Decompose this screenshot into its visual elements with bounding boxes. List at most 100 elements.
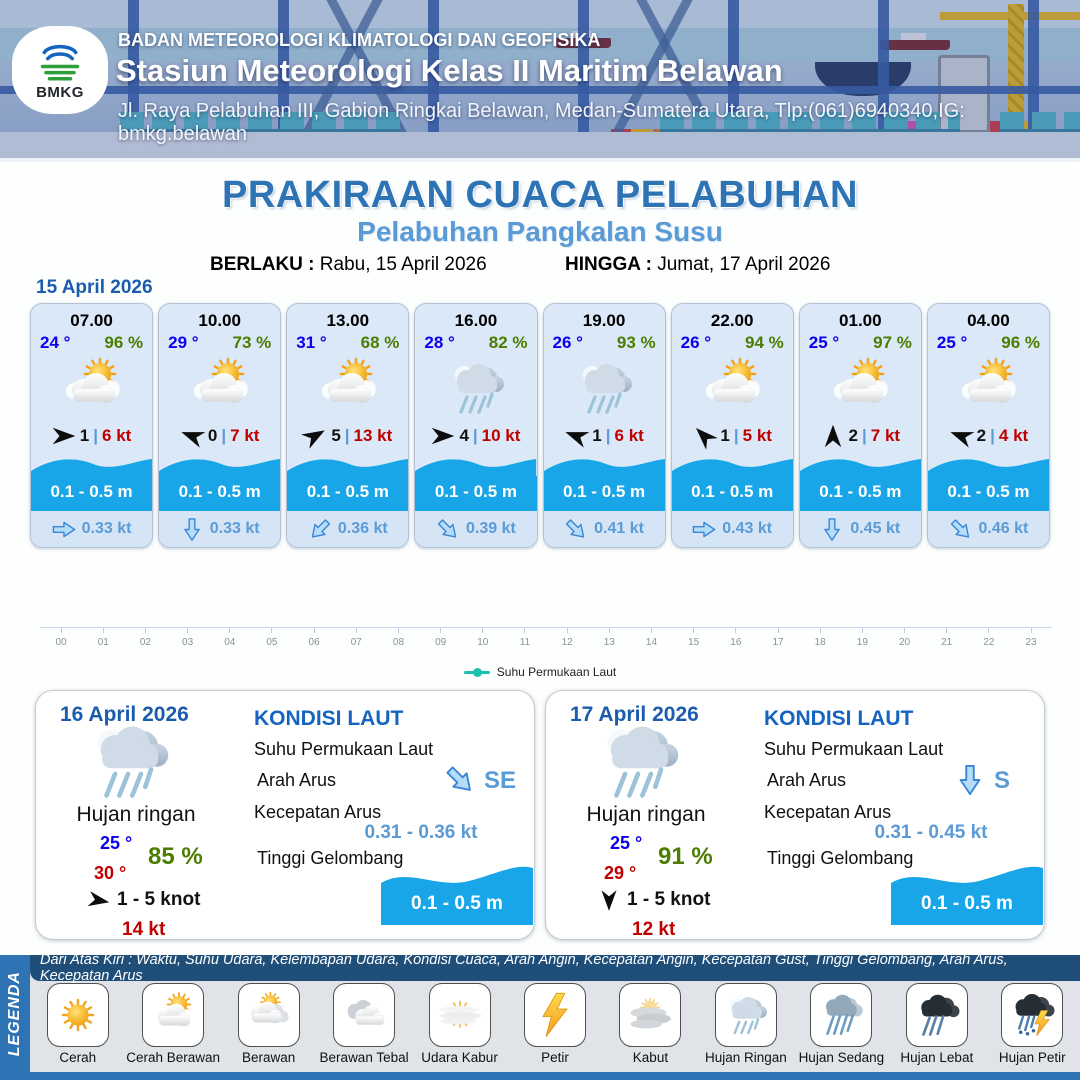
header-divider [0, 158, 1080, 162]
validity-row: BERLAKU : Rabu, 15 April 2026 HINGGA : J… [0, 254, 1080, 278]
wind-direction-icon [178, 423, 207, 448]
hujan-ringan-icon [590, 715, 686, 807]
legend-item-label: Hujan Lebat [900, 1050, 974, 1065]
axis-tick-label: 15 [688, 637, 700, 648]
card-temperature: 25 ° [808, 333, 840, 352]
forecast-card: 19.00 26 ° 93 % 1 | 6 kt 0.1 - 0.5 m 0.41 kt [542, 303, 666, 548]
axis-tick: 01 [82, 628, 124, 648]
axis-tick-label: 06 [308, 637, 320, 648]
axis-tick-label: 02 [139, 637, 151, 648]
legend-item-label: Berawan Tebal [319, 1050, 409, 1065]
current-speed: 0.39 kt [466, 520, 516, 537]
wind-speed: 5 [331, 426, 341, 445]
temp-max: 30 ° [94, 863, 127, 883]
card-time: 01.00 [839, 311, 882, 330]
window-beam [0, 86, 1080, 94]
forecast-date: 15 April 2026 [36, 277, 153, 298]
wave-height-value: 0.1 - 0.5 m [159, 476, 281, 511]
wind-direction-icon [690, 421, 720, 451]
axis-tick: 22 [968, 628, 1010, 648]
current-direction-value: S [994, 767, 1011, 794]
wind-separator: | [605, 426, 611, 445]
temp-min: 25 ° [610, 833, 643, 853]
header-tint [0, 0, 1080, 158]
cerah-berawan-icon [928, 353, 1049, 423]
axis-tick: 12 [546, 628, 588, 648]
axis-tick-label: 19 [856, 637, 868, 648]
sea-condition-title: KONDISI LAUT [764, 707, 914, 730]
legend-item: Berawan [221, 983, 316, 1069]
header-floor [0, 132, 1080, 158]
legend-item: Petir [507, 983, 602, 1069]
card-time: 22.00 [710, 311, 754, 330]
wind-gust: 6 kt [614, 426, 644, 445]
axis-tick-label: 13 [603, 637, 615, 648]
axis-tick: 11 [504, 628, 546, 648]
current-speed-label: Kecepatan Arus [764, 802, 892, 822]
station-address: Jl. Raya Pelabuhan III, Gabion Ringkai B… [118, 100, 965, 145]
legend-item-label: Berawan [241, 1050, 296, 1065]
forecast-card: 07.00 24 ° 96 % 1 | 6 kt 0.1 - 0.5 m 0.33 kt [30, 303, 154, 548]
wind-range: 1 - 5 knot [627, 889, 711, 910]
current-direction-label: Arah Arus [257, 770, 337, 790]
current-direction-icon [433, 514, 463, 544]
seating-row [660, 112, 960, 132]
wave-height-graphic: 0.1 - 0.5 m [381, 861, 533, 925]
wave-height-value: 0.1 - 0.5 m [411, 893, 503, 914]
current-speed-label: Kecepatan Arus [254, 802, 382, 822]
current-direction-icon [945, 514, 975, 544]
wind-speed: 1 [720, 426, 730, 445]
forecast-card: 16.00 28 ° 82 % 4 | 10 kt 0.1 - 0.5 m 0.39 kt [414, 303, 538, 548]
legend-strip: LEGENDA Dari Atas Kiri : Waktu, Suhu Uda… [0, 952, 1080, 1072]
card-temperature: 25 ° [936, 333, 968, 352]
legend-sidebar-label: LEGENDA [6, 970, 23, 1057]
window-mullion [128, 0, 139, 158]
wave-height-value: 0.1 - 0.5 m [543, 476, 665, 511]
time-axis: 00 01 02 03 04 05 06 07 08 09 10 11 12 13 14 15 16 17 18 19… [40, 627, 1052, 648]
card-humidity: 93 % [616, 333, 656, 352]
window-mullion [728, 0, 739, 158]
current-direction-icon [52, 520, 76, 539]
bmkg-logo-text: BMKG [36, 83, 84, 101]
axis-tick: 23 [1010, 628, 1052, 648]
wave-height-band: 0.1 - 0.5 m [671, 454, 793, 511]
hujan-ringan-icon [80, 715, 176, 807]
forecast-cards: 07.00 24 ° 96 % 1 | 6 kt 0.1 - 0.5 m 0.33 kt 10.… [30, 303, 1050, 548]
axis-tick: 15 [673, 628, 715, 648]
cerah-icon [46, 983, 109, 1047]
header-banner [0, 0, 1080, 158]
card-temperature: 26 ° [552, 333, 583, 352]
axis-tick-label: 16 [730, 637, 742, 648]
axis-tick: 14 [630, 628, 672, 648]
hingga-value: Jumat, 17 April 2026 [657, 254, 831, 275]
axis-tick: 00 [40, 628, 82, 648]
wind-direction-icon [431, 427, 455, 445]
humidity: 91 % [658, 843, 713, 870]
card-temperature: 29 ° [168, 333, 199, 352]
legend-item-label: Udara Kabur [421, 1050, 498, 1065]
wind-direction-icon [300, 422, 330, 450]
current-direction-label: Arah Arus [767, 770, 847, 790]
cerah-berawan-icon [672, 353, 793, 423]
forecast-card: 10.00 29 ° 73 % 0 | 7 kt 0.1 - 0.5 m 0.33 kt [158, 303, 282, 548]
current-direction-icon [439, 759, 480, 800]
window-mullion [1028, 0, 1039, 158]
wind-separator: | [93, 426, 99, 445]
card-time: 19.00 [582, 311, 626, 330]
axis-tick-label: 14 [645, 637, 658, 648]
legend-item: Hujan Petir [985, 983, 1080, 1069]
legend-item: Berawan Tebal [316, 983, 411, 1069]
axis-tick-label: 08 [392, 637, 405, 648]
hujan-lebat-icon [905, 983, 968, 1047]
sst-label: Suhu Permukaan Laut [254, 739, 434, 759]
card-humidity: 97 % [873, 333, 912, 352]
current-speed: 0.45 kt [850, 520, 901, 537]
axis-tick-label: 12 [561, 637, 573, 648]
wind-gust: 10 kt [481, 426, 521, 445]
wave-height-label: Tinggi Gelombang [257, 848, 404, 868]
sst-label: Suhu Permukaan Laut [764, 739, 944, 759]
wave-height-band: 0.1 - 0.5 m [415, 454, 537, 511]
bmkg-logo: BMKG [12, 26, 108, 114]
axis-tick-label: 09 [435, 637, 447, 648]
